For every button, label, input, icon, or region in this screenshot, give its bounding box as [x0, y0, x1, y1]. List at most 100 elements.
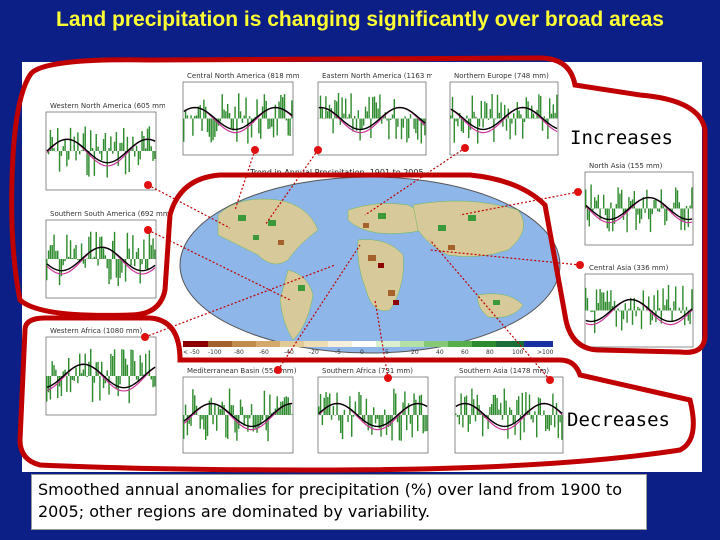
anomaly-bar: [482, 118, 484, 128]
anomaly-bar: [219, 118, 222, 122]
anomaly-bar: [505, 118, 508, 131]
legend-tick-label: 0: [360, 349, 364, 356]
anomaly-bar: [660, 310, 662, 324]
anomaly-bar: [145, 259, 147, 269]
anomaly-chart: [454, 376, 564, 454]
anomaly-bar: [682, 285, 684, 311]
anomaly-bar: [561, 415, 563, 440]
anomaly-bar: [617, 308, 619, 311]
anomaly-bar: [409, 114, 412, 119]
anomaly-bar: [550, 415, 552, 426]
anomaly-bar: [628, 308, 630, 311]
anomaly-bar: [400, 415, 402, 441]
anomaly-bar: [502, 118, 504, 127]
anomaly-bar: [642, 290, 644, 311]
anomaly-bar: [400, 118, 403, 140]
anomaly-bar: [518, 110, 520, 119]
anomaly-bar: [521, 392, 523, 415]
anomaly-bar: [491, 94, 493, 119]
anomaly-bar: [343, 409, 346, 415]
anomaly-bar: [150, 245, 152, 259]
anomaly-bar: [71, 258, 74, 259]
anomaly-bar: [80, 373, 83, 376]
anomaly-bar: [124, 358, 127, 376]
anomaly-bar: [289, 403, 291, 415]
anomaly-bar: [154, 376, 156, 387]
anomaly-bar: [367, 415, 369, 431]
anomaly-bar: [541, 118, 544, 131]
anomaly-bar: [263, 94, 266, 119]
anomaly-bar: [51, 137, 53, 151]
anomaly-bar: [332, 405, 335, 415]
anomaly-bar: [586, 298, 589, 311]
anomaly-bar: [682, 208, 684, 222]
anomaly-bar: [91, 147, 94, 151]
anomaly-bar: [254, 415, 256, 429]
anomaly-bar: [546, 415, 549, 430]
anomaly-bar: [230, 405, 233, 415]
anomaly-bar: [549, 98, 551, 119]
anomaly-bar: [57, 127, 59, 151]
anomaly-bar: [350, 93, 352, 119]
anomaly-bar: [557, 415, 559, 438]
anomaly-bar: [104, 255, 107, 259]
anomaly-bar: [673, 301, 675, 311]
anomaly-bar: [503, 388, 505, 415]
anomaly-bar: [210, 397, 212, 415]
anomaly-bar: [243, 115, 245, 119]
anomaly-bar: [687, 208, 689, 228]
anomaly-bar: [384, 409, 386, 415]
anomaly-bar: [339, 118, 341, 125]
anomaly-bar: [51, 245, 53, 259]
anomaly-bar: [361, 118, 363, 130]
anomaly-bar: [619, 310, 621, 312]
anomaly-bar: [195, 115, 198, 119]
anomaly-bar: [64, 369, 66, 376]
anomaly-bar: [132, 136, 134, 151]
anomaly-bar: [330, 108, 332, 119]
anomaly-bar: [135, 376, 138, 380]
anomaly-bar: [675, 187, 677, 209]
anomaly-bar: [106, 370, 108, 376]
anomaly-bar: [99, 376, 101, 401]
anomaly-bar: [112, 151, 114, 154]
anomaly-bar: [676, 190, 679, 209]
anomaly-bar: [631, 310, 634, 325]
anomaly-bar: [192, 389, 194, 415]
anomaly-bar: [691, 289, 693, 311]
anomaly-bar: [391, 415, 393, 441]
anomaly-bar: [323, 117, 325, 119]
anomaly-bar: [71, 376, 74, 380]
slide-title: Land precipitation is changing significa…: [56, 8, 664, 31]
anomaly-bar: [340, 415, 342, 434]
anomaly-bar: [101, 151, 103, 161]
anomaly-bar: [225, 111, 227, 119]
anomaly-bar: [612, 208, 614, 232]
plot-north-asia: North Asia (155 mm): [567, 160, 697, 255]
anomaly-bar: [619, 193, 621, 209]
anomaly-bar: [272, 118, 275, 138]
anomaly-bar: [217, 406, 220, 415]
anomaly-bar: [487, 118, 490, 120]
anomaly-bar: [102, 139, 105, 151]
anomaly-bar: [113, 349, 116, 376]
anomaly-bar: [417, 118, 419, 140]
plot-label: North Asia (155 mm): [589, 162, 663, 170]
anomaly-bar: [453, 118, 455, 143]
anomaly-bar: [653, 295, 655, 311]
anomaly-bar: [471, 95, 473, 119]
anomaly-bar: [368, 96, 370, 119]
anomaly-bar: [97, 259, 99, 266]
anomaly-bar: [592, 208, 594, 211]
anomaly-bar: [395, 393, 397, 415]
anomaly-bar: [321, 415, 324, 425]
anomaly-bar: [372, 97, 374, 119]
anomaly-bar: [60, 376, 63, 397]
anomaly-bar: [75, 244, 77, 259]
anomaly-bar: [280, 94, 282, 119]
anomaly-bar: [115, 376, 118, 390]
anomaly-bar: [347, 415, 349, 423]
legend-tick-label: 100: [512, 349, 524, 356]
anomaly-bar: [402, 402, 404, 415]
anomaly-bar: [398, 415, 401, 441]
